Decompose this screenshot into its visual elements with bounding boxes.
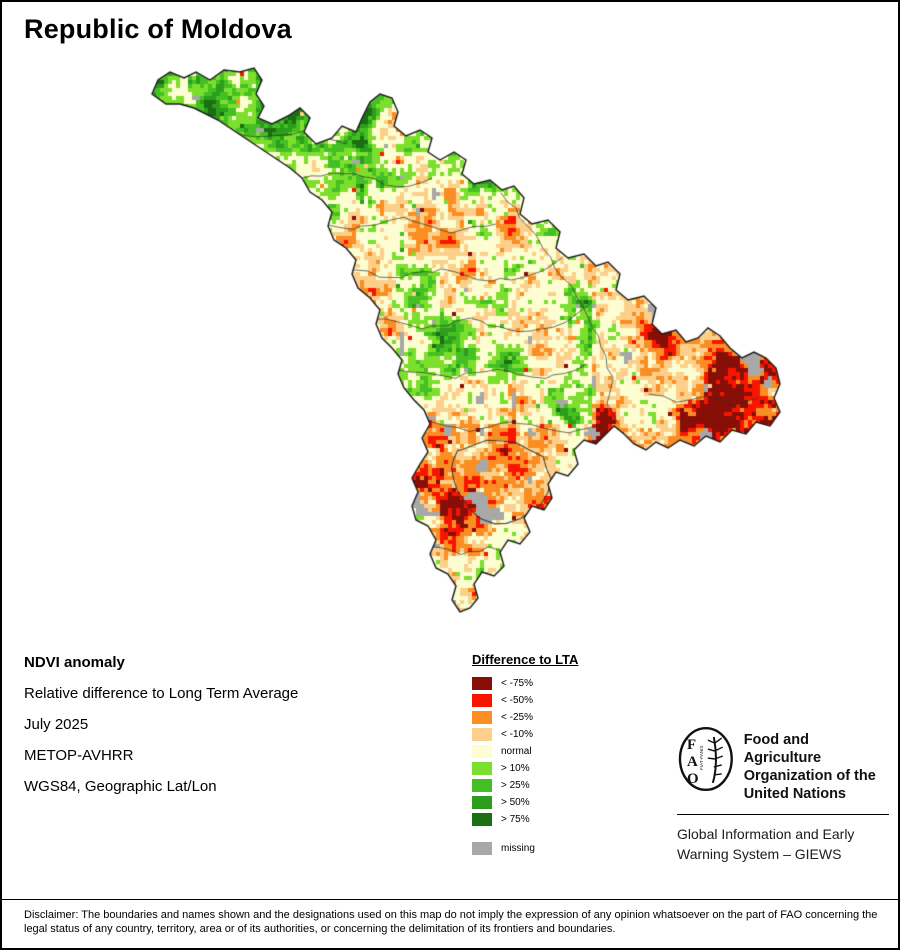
fao-org-line-1: Food and Agriculture [743, 732, 822, 766]
legend-label: normal [501, 746, 532, 757]
giews-label: Global Information and Early Warning Sys… [677, 824, 889, 864]
legend-label: > 75% [501, 814, 530, 825]
footer-divider [2, 899, 898, 900]
moldova-ndvi-map [132, 60, 792, 625]
svg-text:A: A [687, 754, 698, 770]
legend-swatch [472, 694, 492, 707]
legend-row: normal [472, 743, 578, 760]
legend-row: < -25% [472, 709, 578, 726]
legend: Difference to LTA < -75% < -50% < -25% < -1… [472, 652, 578, 857]
fao-org-line-2: Organization of the [743, 768, 876, 784]
legend-swatch [472, 842, 492, 855]
legend-row: < -50% [472, 692, 578, 709]
legend-swatch [472, 813, 492, 826]
info-line-subtitle: Relative difference to Long Term Average [24, 685, 299, 702]
legend-row: > 25% [472, 777, 578, 794]
legend-title: Difference to LTA [472, 652, 579, 667]
legend-swatch [472, 728, 492, 741]
fao-org-line-3: United Nations [743, 786, 846, 802]
fao-motto: FIAT·PANIS [699, 746, 704, 770]
giews-line-2: Warning System – GIEWS [677, 846, 842, 862]
legend-swatch [472, 779, 492, 792]
legend-label: missing [501, 843, 535, 854]
legend-row: < -10% [472, 726, 578, 743]
info-heading: NDVI anomaly [24, 654, 125, 671]
fao-logo-icon: F A O FIAT·PANIS [678, 726, 733, 792]
legend-label: < -25% [501, 712, 533, 723]
page-title: Republic of Moldova [24, 14, 292, 44]
info-line-date: July 2025 [24, 716, 89, 733]
fao-org-name: Food and Agriculture Organization of the… [744, 726, 889, 803]
info-line-sensor: METOP-AVHRR [24, 747, 134, 764]
legend-row: < -75% [472, 675, 578, 692]
legend-swatch [472, 677, 492, 690]
legend-label: > 50% [501, 797, 530, 808]
map-info-block: NDVI anomaly Relative difference to Long… [24, 654, 298, 795]
legend-row: > 75% [472, 811, 578, 828]
fao-block: F A O FIAT·PANIS Food and Agriculture Or… [677, 726, 889, 864]
legend-row: missing [472, 840, 578, 857]
legend-label: < -75% [501, 678, 533, 689]
legend-label: > 25% [501, 780, 530, 791]
giews-line-1: Global Information and Early [677, 826, 855, 842]
info-line-projection: WGS84, Geographic Lat/Lon [24, 778, 217, 795]
legend-swatch [472, 762, 492, 775]
legend-swatch [472, 796, 492, 809]
legend-label: < -10% [501, 729, 533, 740]
svg-text:F: F [687, 737, 696, 753]
legend-swatch [472, 711, 492, 724]
legend-row: > 50% [472, 794, 578, 811]
legend-label: > 10% [501, 763, 530, 774]
svg-text:O: O [687, 771, 699, 787]
legend-entries: < -75% < -50% < -25% < -10% normal > 10% > 25%… [472, 675, 578, 828]
legend-missing: missing [472, 840, 578, 857]
legend-swatch [472, 745, 492, 758]
legend-row: > 10% [472, 760, 578, 777]
fao-row: F A O FIAT·PANIS Food and Agriculture Or… [677, 726, 889, 803]
legend-label: < -50% [501, 695, 533, 706]
fao-divider [677, 814, 889, 815]
disclaimer-text: Disclaimer: The boundaries and names sho… [24, 909, 878, 935]
